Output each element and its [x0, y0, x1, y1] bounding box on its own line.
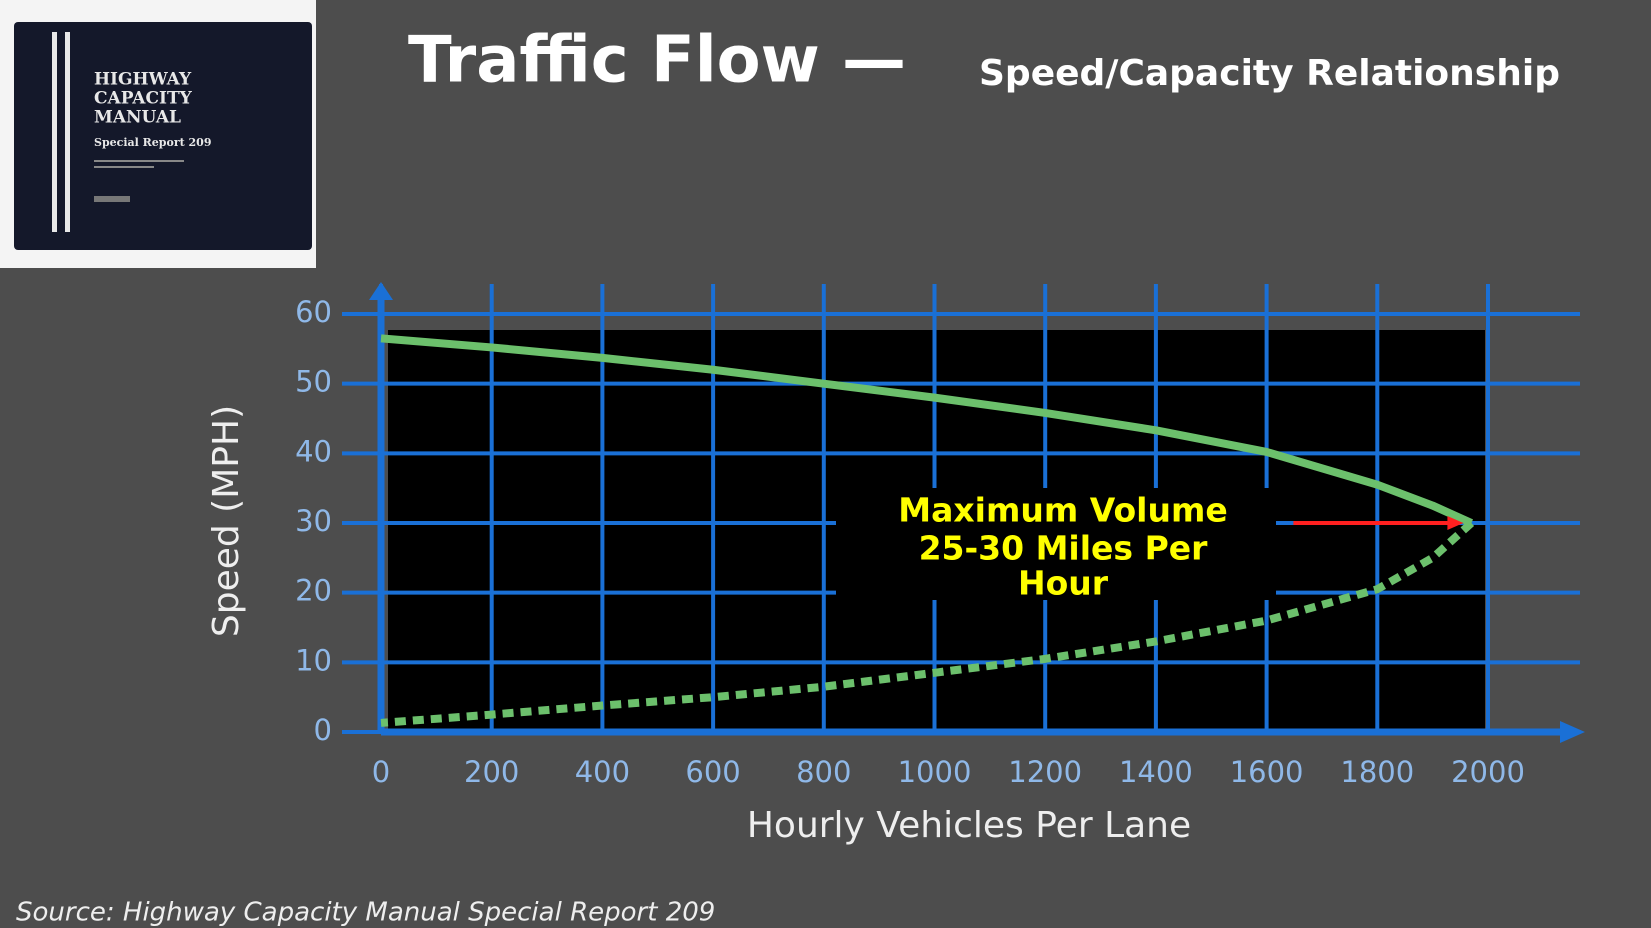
speed-flow-line: [380, 520, 1475, 727]
x-tick-label: 2000: [1451, 755, 1525, 789]
annotation-arrowhead: [1447, 516, 1464, 530]
book-cover: [14, 22, 312, 250]
speed-flow-line: [380, 334, 1474, 527]
y-tick-label: 50: [295, 365, 332, 399]
x-tick-label: 1800: [1340, 755, 1414, 789]
chart-subtitle: Speed/Capacity Relationship: [979, 53, 1560, 94]
book-logo: [94, 196, 130, 202]
annotation: Hour: [1018, 564, 1109, 603]
y-tick-label: 10: [295, 643, 332, 677]
x-tick-label: 400: [575, 755, 630, 789]
x-tick-label: 1600: [1230, 755, 1304, 789]
x-axis-arrow: [1560, 721, 1585, 743]
x-tick-label: 600: [685, 755, 740, 789]
y-tick-label: 30: [295, 504, 332, 538]
marks: [380, 334, 1475, 727]
y-tick-label: 0: [314, 713, 332, 747]
chart-title: Traffic Flow —: [408, 24, 906, 98]
book-line: [94, 166, 154, 168]
y-tick-label: 40: [295, 434, 332, 468]
annotation: 25-30 Miles Per: [919, 529, 1209, 568]
x-tick-label: 800: [796, 755, 851, 789]
y-tick-label: 20: [295, 574, 332, 608]
y-tick-label: 60: [295, 295, 332, 329]
book-stripe: [52, 32, 57, 232]
y-axis-arrow: [369, 282, 393, 300]
book-photo: HIGHWAY CAPACITY MANUAL Special Report 2…: [0, 0, 316, 268]
annotation: Maximum Volume: [898, 491, 1227, 530]
x-tick-label: 0: [372, 755, 390, 789]
x-tick-label: 200: [464, 755, 519, 789]
x-axis-label: Hourly Vehicles Per Lane: [747, 805, 1191, 846]
source-note: Source: Highway Capacity Manual Special …: [16, 898, 715, 928]
book-title: CAPACITY: [94, 89, 193, 109]
y-axis-label: Speed (MPH): [206, 405, 247, 637]
annotation-bg: [836, 488, 1276, 600]
book-line: [94, 160, 184, 162]
book-subtitle: Special Report 209: [94, 136, 211, 149]
x-tick-label: 1400: [1119, 755, 1193, 789]
book-stripe: [65, 32, 70, 232]
x-tick-label: 1000: [898, 755, 972, 789]
book-title: HIGHWAY: [94, 70, 192, 90]
book-title: MANUAL: [94, 108, 181, 128]
x-tick-label: 1200: [1008, 755, 1082, 789]
